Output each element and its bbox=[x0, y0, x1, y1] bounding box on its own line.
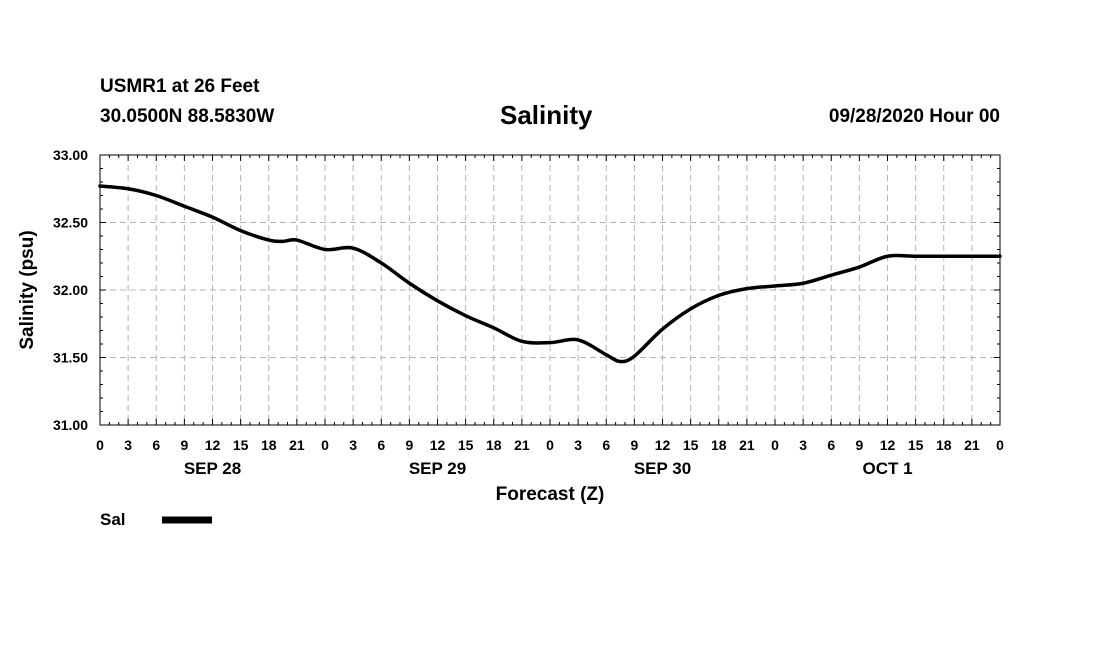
data-point bbox=[126, 187, 130, 190]
x-tick-label: 12 bbox=[430, 437, 446, 453]
data-point bbox=[633, 354, 636, 358]
y-tick-label: 32.50 bbox=[53, 215, 88, 231]
data-point bbox=[98, 184, 102, 188]
y-tick-labels: 31.00 31.50 32.00 32.50 33.00 bbox=[53, 147, 88, 433]
data-point bbox=[970, 255, 974, 258]
data-point bbox=[998, 255, 1002, 258]
data-point bbox=[492, 326, 495, 329]
x-tick-label: 18 bbox=[486, 437, 502, 453]
chart-title: Salinity bbox=[500, 100, 593, 130]
y-axis-label: Salinity (psu) bbox=[17, 230, 38, 349]
station-label: USMR1 at 26 Feet bbox=[100, 76, 260, 97]
y-tick-label: 31.50 bbox=[53, 350, 88, 366]
x-tick-labels: 0 3 6 9 12 15 18 21 0 3 6 9 12 15 18 21 0 3 6 9 12 15 18 21 0 3 6 9… bbox=[96, 437, 1004, 453]
data-point bbox=[155, 194, 158, 197]
data-point bbox=[576, 338, 580, 342]
x-day-label: SEP 29 bbox=[409, 459, 466, 478]
x-tick-label: 6 bbox=[827, 437, 835, 453]
x-tick-label: 12 bbox=[880, 437, 896, 453]
data-point bbox=[351, 246, 355, 250]
x-tick-label: 18 bbox=[711, 437, 727, 453]
x-tick-label: 6 bbox=[152, 437, 160, 453]
data-point bbox=[661, 327, 664, 331]
x-axis-label: Forecast (Z) bbox=[496, 484, 605, 505]
x-tick-label: 21 bbox=[739, 437, 755, 453]
data-point bbox=[239, 229, 242, 232]
x-tick-label: 6 bbox=[602, 437, 610, 453]
data-point bbox=[830, 273, 833, 277]
x-tick-label: 0 bbox=[546, 437, 554, 453]
x-tick-label: 12 bbox=[205, 437, 221, 453]
x-tick-label: 15 bbox=[683, 437, 699, 453]
x-tick-label: 18 bbox=[261, 437, 277, 453]
y-tick-label: 32.00 bbox=[53, 282, 88, 298]
x-day-label: SEP 30 bbox=[634, 459, 691, 478]
data-point bbox=[745, 287, 749, 290]
y-tick-label: 31.00 bbox=[53, 417, 88, 433]
x-tick-label: 0 bbox=[996, 437, 1004, 453]
x-tick-label: 21 bbox=[964, 437, 980, 453]
x-day-labels: SEP 28 SEP 29 SEP 30 OCT 1 bbox=[184, 459, 913, 478]
data-point bbox=[267, 238, 270, 242]
data-point bbox=[211, 215, 214, 219]
data-point bbox=[886, 255, 889, 258]
x-tick-label: 3 bbox=[124, 437, 132, 453]
x-tick-label: 3 bbox=[349, 437, 357, 453]
x-tick-label: 15 bbox=[233, 437, 249, 453]
x-tick-label: 15 bbox=[458, 437, 474, 453]
x-tick-label: 15 bbox=[908, 437, 924, 453]
x-tick-label: 9 bbox=[405, 437, 413, 453]
x-tick-label: 18 bbox=[936, 437, 952, 453]
data-point bbox=[773, 284, 777, 288]
x-tick-label: 6 bbox=[377, 437, 385, 453]
axis-ticks bbox=[99, 154, 1001, 426]
grid-lines bbox=[100, 155, 1000, 425]
data-point bbox=[689, 307, 692, 311]
x-tick-label: 9 bbox=[630, 437, 638, 453]
data-point bbox=[323, 248, 327, 251]
data-point bbox=[183, 205, 186, 208]
data-point bbox=[801, 282, 805, 285]
y-tick-label: 33.00 bbox=[53, 147, 88, 163]
x-day-label: OCT 1 bbox=[862, 459, 912, 478]
data-point bbox=[408, 282, 411, 285]
x-tick-label: 3 bbox=[574, 437, 582, 453]
x-tick-label: 0 bbox=[96, 437, 104, 453]
data-point bbox=[295, 238, 299, 242]
data-point bbox=[717, 294, 720, 297]
x-tick-label: 21 bbox=[289, 437, 305, 453]
data-point bbox=[520, 340, 524, 343]
data-point bbox=[942, 255, 945, 258]
x-tick-label: 0 bbox=[771, 437, 779, 453]
series-points bbox=[98, 184, 1002, 363]
legend-label: Sal bbox=[100, 510, 126, 529]
x-tick-label: 0 bbox=[321, 437, 329, 453]
x-tick-label: 9 bbox=[855, 437, 863, 453]
data-point bbox=[619, 360, 622, 363]
data-point bbox=[914, 255, 917, 258]
data-point bbox=[281, 240, 285, 243]
x-day-label: SEP 28 bbox=[184, 459, 241, 478]
x-tick-label: 12 bbox=[655, 437, 671, 453]
data-point bbox=[548, 341, 552, 344]
forecast-datetime: 09/28/2020 Hour 00 bbox=[828, 106, 1000, 127]
data-point bbox=[858, 265, 861, 269]
x-tick-label: 3 bbox=[799, 437, 807, 453]
x-tick-label: 21 bbox=[514, 437, 530, 453]
data-point bbox=[464, 314, 467, 317]
data-point bbox=[380, 261, 383, 265]
station-coordinates: 30.0500N 88.5830W bbox=[100, 106, 275, 127]
x-tick-label: 9 bbox=[180, 437, 188, 453]
data-point bbox=[605, 353, 608, 356]
data-point bbox=[436, 299, 439, 302]
